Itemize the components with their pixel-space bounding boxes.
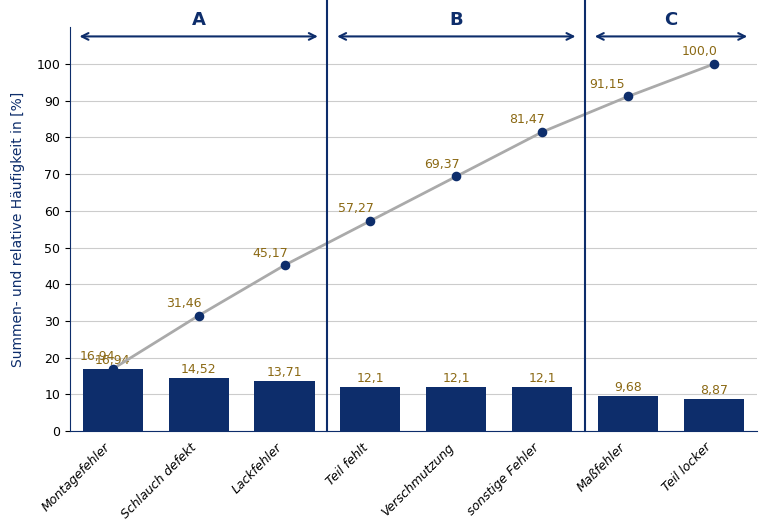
Point [193,311,205,320]
Text: 91,15: 91,15 [589,78,625,91]
Point [107,364,119,373]
Text: 12,1: 12,1 [528,372,556,385]
Text: A: A [192,11,206,29]
Bar [598,396,658,431]
Text: B: B [449,11,463,29]
Text: 16,94: 16,94 [95,354,131,368]
Text: 14,52: 14,52 [180,363,217,376]
Text: 9,68: 9,68 [614,381,642,394]
Text: 8,87: 8,87 [700,384,728,397]
Bar [169,378,229,431]
Bar [684,398,744,431]
Text: 12,1: 12,1 [356,372,384,385]
Text: C: C [664,11,677,29]
Text: 16,94: 16,94 [80,351,116,363]
Bar [254,381,315,431]
Bar [83,369,143,431]
Point [364,217,376,225]
Text: 13,71: 13,71 [266,367,303,379]
Point [278,261,290,270]
Point [622,92,634,101]
Text: 12,1: 12,1 [442,372,470,385]
Point [450,172,462,181]
Y-axis label: Summen- und relative Häufigkeit in [%]: Summen- und relative Häufigkeit in [%] [11,92,25,367]
Bar [340,387,400,431]
Text: 81,47: 81,47 [509,113,545,127]
Bar [426,387,486,431]
Text: 100,0: 100,0 [681,45,717,59]
Text: 31,46: 31,46 [166,297,201,310]
Text: 57,27: 57,27 [338,202,374,215]
Text: 45,17: 45,17 [252,247,288,260]
Bar [512,387,572,431]
Point [708,60,720,68]
Point [536,128,548,136]
Text: 69,37: 69,37 [424,158,459,171]
